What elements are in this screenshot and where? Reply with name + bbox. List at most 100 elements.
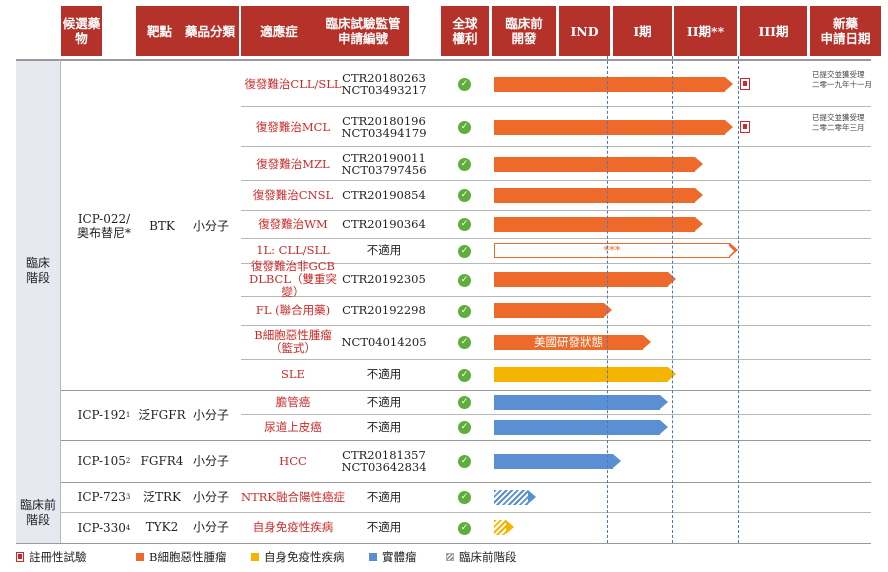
bar-body: [494, 119, 725, 135]
check-icon: ✓: [458, 218, 471, 231]
legend-label: 註冊性試驗: [29, 550, 87, 564]
check-icon: ✓: [458, 421, 471, 434]
progress-bar-yellow: [494, 520, 514, 535]
drug-category: 小分子: [192, 520, 229, 534]
bar-body: [494, 187, 695, 203]
check-icon: ✓: [458, 189, 471, 202]
drug-name: ICP-723 3: [77, 490, 131, 504]
indication-label: 復發難治MZL: [256, 156, 330, 171]
check-icon: ✓: [458, 368, 471, 382]
bar-arrow: [695, 187, 703, 202]
header-phase3: III期: [740, 6, 807, 56]
progress-bar-orange: [494, 76, 733, 92]
bar-arrow: [729, 245, 734, 256]
header-preclinical: 臨床前 開發: [492, 6, 556, 56]
orange-square-icon: [136, 553, 144, 561]
legend-item: B細胞惡性腫瘤: [136, 550, 226, 564]
progress-bar-orange: [494, 119, 733, 135]
bar-body: [494, 367, 668, 382]
drug-target: TYK2: [145, 520, 179, 534]
registration-number: 不適用: [366, 243, 402, 258]
row-divider: [241, 210, 871, 211]
bar-arrow: [613, 453, 621, 468]
registration-number: CTR20190364: [342, 216, 426, 231]
nda-note: 已提交並獲受理 二零二零年三月: [812, 113, 865, 132]
nda-note: 已提交並獲受理 二零一九年十一月: [812, 70, 872, 89]
bar-arrow: [506, 520, 514, 534]
progress-bar-blue: [494, 419, 668, 435]
indication-label: 復發難治非GCB DLBCL（雙重突變）: [249, 259, 337, 299]
bar-arrow: [695, 156, 703, 171]
divider: [16, 59, 871, 61]
registrational-flag-icon: [740, 78, 750, 90]
progress-bar-blue: [494, 394, 668, 410]
row-divider: [241, 296, 871, 297]
drug-category: 小分子: [192, 407, 229, 422]
indication-label: HCC: [279, 453, 307, 468]
header-nda-date: 新藥 申請日期: [810, 6, 881, 56]
bar-body: [494, 216, 695, 232]
drug-target: 泛FGFR: [138, 407, 186, 422]
header-phase2: II期**: [674, 6, 737, 56]
legend-label: 實體瘤: [382, 550, 417, 564]
drug-target: FGFR4: [140, 453, 184, 468]
indication-label: SLE: [281, 367, 305, 381]
check-icon: ✓: [458, 336, 471, 349]
group-label-clinical: 臨床 階段: [16, 60, 60, 482]
registration-number: 不適用: [366, 419, 402, 434]
phase1-phase2-divider: [672, 56, 673, 543]
header-global-rights: 全球 權利: [441, 6, 489, 56]
drug-category: 小分子: [192, 218, 229, 233]
registration-number: CTR20192305: [342, 272, 426, 287]
legend-label: B細胞惡性腫瘤: [149, 550, 227, 564]
drug-name: ICP-105 2: [77, 454, 131, 468]
header-registration-no: 臨床試驗監管 申請編號: [317, 6, 409, 56]
flag-mark: [18, 554, 22, 559]
bar-arrow: [730, 243, 738, 257]
header-indication: 適應症: [241, 6, 317, 56]
registration-number: CTR20192298: [342, 303, 426, 318]
progress-bar-blue: [494, 489, 536, 505]
row-divider: [241, 325, 871, 326]
progress-bar-orange: [494, 187, 703, 203]
check-icon: ✓: [458, 491, 471, 504]
drug-name: ICP-330 4: [77, 520, 131, 535]
blue-square-icon: [369, 553, 377, 561]
bar-body: [494, 520, 506, 535]
bar-arrow: [528, 489, 536, 504]
indication-label: 復發難治CNSL: [252, 187, 334, 202]
registration-number: 不適用: [366, 489, 402, 504]
registration-number: CTR20190854: [342, 187, 426, 202]
legend-item: 自身免疫性疾病: [251, 550, 345, 564]
registrational-flag-icon: [16, 552, 24, 562]
bar-arrow: [643, 334, 651, 349]
divider: [16, 543, 871, 544]
bar-body: [494, 272, 668, 287]
header-category: 藥品分類: [181, 6, 239, 56]
check-icon: ✓: [458, 158, 471, 171]
check-icon: ✓: [458, 121, 471, 134]
registration-number: CTR20181357 NCT03642834: [341, 447, 427, 474]
bar-arrow: [725, 119, 733, 134]
progress-bar-orange: [494, 303, 612, 318]
group-label-preclinical: 臨床前 階段: [16, 482, 60, 543]
progress-bar-orange: [494, 216, 703, 232]
group-divider: [60, 390, 871, 391]
indication-label: 復發難治CLL/SLL: [244, 76, 342, 91]
legend-item: 註冊性試驗: [16, 550, 87, 564]
yellow-square-icon: [251, 553, 259, 561]
divider: [60, 60, 61, 543]
bar-arrow: [660, 419, 668, 434]
indication-label: 尿道上皮癌: [264, 419, 322, 434]
header-target: 靶點: [136, 6, 183, 56]
drug-target: 泛TRK: [142, 489, 181, 504]
bar-body: [494, 76, 725, 92]
bar-arrow: [725, 76, 733, 91]
bar-body: [494, 156, 695, 172]
indication-label: FL (聯合用藥): [255, 303, 331, 317]
legend-label: 自身免疫性疾病: [264, 550, 345, 564]
row-divider: [241, 238, 871, 239]
bar-arrow: [604, 303, 612, 317]
indication-label: 復發難治WM: [258, 216, 328, 231]
drug-name: ICP-022/奧布替尼*: [76, 212, 131, 240]
